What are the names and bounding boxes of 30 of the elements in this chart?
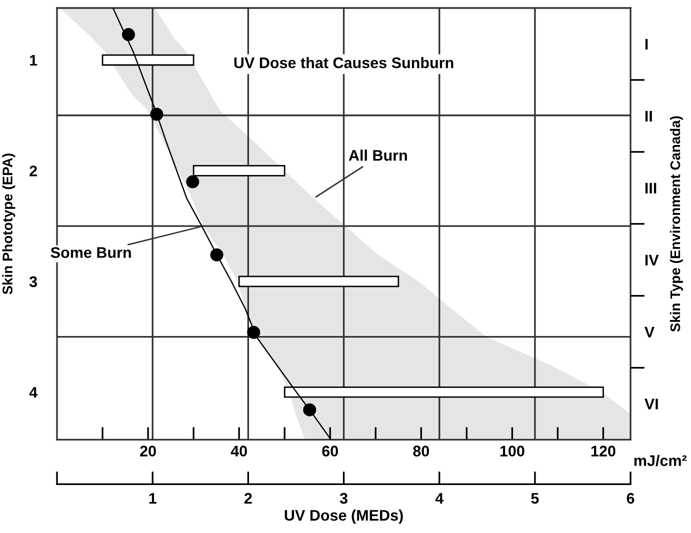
x-tick-label: 60	[322, 446, 338, 457]
category-label: I	[645, 39, 648, 50]
bar	[238, 276, 400, 288]
y-tick-label: 3	[29, 276, 38, 288]
x2-tick-label: 4	[435, 493, 444, 504]
x2-tick-label: 6	[626, 492, 634, 504]
x2-axis-title: UV Dose (MEDs)	[284, 510, 403, 524]
y-tick-label: 1	[30, 55, 38, 66]
x-tick-label: 40	[230, 446, 247, 457]
x-tick-label: 20	[140, 446, 156, 457]
x-tick-label: 100	[500, 446, 524, 457]
category-label: VI	[644, 398, 658, 410]
x2-tick-label: 2	[244, 492, 252, 504]
annotation: All Burn	[348, 150, 407, 161]
y-tick-label: 2	[30, 166, 37, 176]
y-axis-title: Skin Phototype (EPA)	[2, 154, 16, 294]
annotation: Some Burn	[50, 247, 131, 258]
x-tick-label: 80	[413, 446, 430, 457]
text: UV Dose that Causes Sunburn	[234, 57, 454, 68]
category-label: V	[644, 326, 655, 338]
category-label: III	[645, 182, 656, 194]
category-label: II	[645, 110, 652, 122]
x2-tick-label: 5	[531, 493, 539, 504]
x-tick-label: 120	[591, 446, 616, 457]
y2-axis-title: Skin Type (Environment Canada)	[670, 116, 683, 332]
y-tick-label: 4	[29, 387, 38, 398]
x-axis-title: mJ/cm²	[634, 454, 687, 466]
x2-tick-label: 3	[340, 492, 348, 504]
x2-tick-label: 1	[149, 493, 156, 504]
category-label: IV	[645, 254, 659, 266]
